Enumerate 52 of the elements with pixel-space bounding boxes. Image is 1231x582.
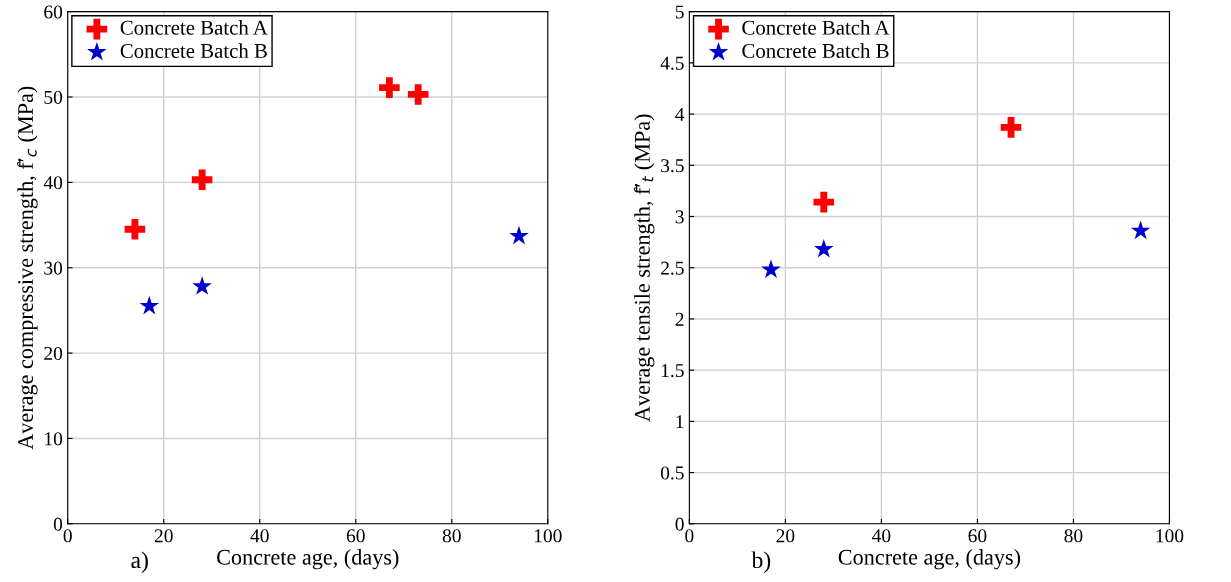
x-tick-label: 80: [442, 529, 461, 543]
x-tick-label: 60: [346, 529, 365, 543]
point: [192, 276, 212, 295]
text: a): [131, 551, 148, 573]
y-tick-label: 3.5: [661, 159, 684, 173]
x-tick-label: 20: [776, 529, 795, 543]
y-tick-label: 5: [675, 5, 684, 19]
x-tick-label: 0: [63, 529, 72, 543]
y-tick-label: 0.5: [660, 466, 684, 480]
legend-label: Concrete Batch B: [742, 43, 889, 58]
x-tick-label: 0: [685, 529, 694, 543]
point: [813, 238, 834, 258]
point: [1000, 117, 1022, 138]
x-axis-title: Concrete age, (days): [217, 549, 399, 570]
y-tick-label: 4.5: [660, 56, 684, 70]
x-tick-label: 100: [1156, 529, 1184, 543]
y-tick-label: 20: [44, 346, 63, 361]
y-tick-label: 2: [675, 312, 684, 326]
legend-label: Concrete Batch B: [120, 43, 267, 58]
x-tick-label: 20: [154, 529, 173, 543]
y-tick-label: 4: [675, 108, 685, 121]
y-tick-label: 1.5: [661, 364, 684, 378]
y-tick-label: 1: [676, 415, 684, 429]
y-tick-label: 0: [53, 517, 63, 531]
y-tick-label: 60: [44, 5, 63, 19]
x-tick-label: 40: [250, 529, 269, 543]
point: [813, 191, 835, 213]
point: [407, 84, 429, 105]
text: b): [751, 551, 771, 573]
y-tick-label: 3: [675, 210, 684, 224]
y-tick-label: 40: [43, 176, 63, 190]
legend-label: Concrete Batch A: [742, 20, 890, 35]
legend-label: Concrete Batch A: [120, 20, 268, 35]
y-tick-label: 2.5: [661, 261, 684, 275]
y-tick-label: 30: [44, 261, 63, 275]
x-axis-title: Concrete age, (days): [838, 549, 1021, 570]
point: [191, 169, 213, 191]
point: [509, 225, 529, 245]
x-tick-label: 80: [1064, 529, 1083, 543]
y-tick-label: 10: [45, 432, 63, 446]
y-axis-title: Average compressive strength, f̄′$_{c}$ (MPa): [17, 86, 38, 450]
point: [379, 77, 400, 98]
y-axis-title: Average tensile strength, f̄′$_{t}$ (MPa): [633, 114, 655, 422]
point: [761, 259, 781, 279]
point: [1130, 220, 1151, 240]
x-tick-label: 100: [534, 529, 562, 543]
y-tick-label: 50: [44, 90, 63, 104]
point: [124, 219, 146, 240]
x-tick-label: 60: [968, 529, 987, 543]
y-tick-label: 0: [675, 517, 684, 531]
x-tick-label: 40: [872, 529, 891, 543]
point: [139, 295, 160, 315]
